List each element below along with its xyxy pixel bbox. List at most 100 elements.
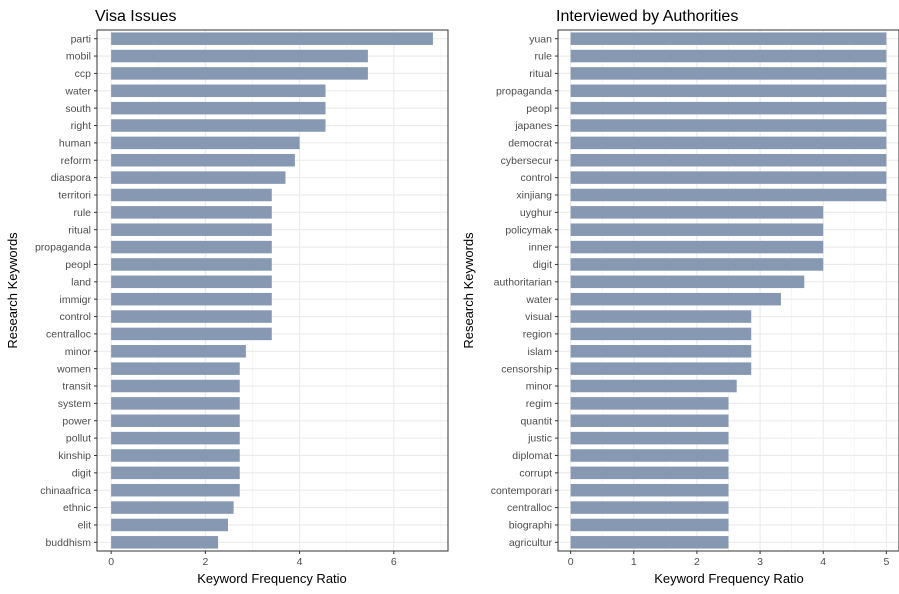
y-tick-label-ethnic: ethnic xyxy=(63,502,91,514)
bar-democrat xyxy=(570,136,887,150)
bar-agricultur xyxy=(570,536,729,549)
bar-regim xyxy=(570,397,729,410)
y-tick-label-digit: digit xyxy=(72,467,91,479)
bar-censorship xyxy=(570,362,752,375)
bar-immigr xyxy=(111,292,272,306)
y-tick-label-democrat: democrat xyxy=(508,137,552,149)
y-tick-label-xinjiang: xinjiang xyxy=(516,190,552,202)
bar-chinaafrica xyxy=(111,483,240,497)
y-tick-label-chinaafrica: chinaafrica xyxy=(40,485,91,497)
x-tick-label: 4 xyxy=(820,556,826,568)
bar-water xyxy=(570,292,781,306)
y-tick-label-contemporari: contemporari xyxy=(491,485,552,497)
y-tick-label-authoritarian: authoritarian xyxy=(494,276,553,288)
x-tick-label: 4 xyxy=(297,556,303,568)
bar-xinjiang xyxy=(570,188,887,202)
bar-propaganda xyxy=(111,240,272,254)
x-tick-label: 0 xyxy=(108,556,114,568)
bar-authoritarian xyxy=(570,275,805,289)
y-tick-label-japanes: japanes xyxy=(514,120,552,132)
y-tick-label-water: water xyxy=(64,85,91,97)
bar-control xyxy=(570,171,887,184)
bar-land xyxy=(111,275,272,289)
x-axis-title: Keyword Frequency Ratio xyxy=(654,571,804,586)
y-tick-label-kinship: kinship xyxy=(58,450,91,462)
y-tick-label-inner: inner xyxy=(529,242,553,254)
y-tick-label-region: region xyxy=(523,329,552,341)
y-tick-label-pollut: pollut xyxy=(66,433,91,445)
y-tick-label-ritual: ritual xyxy=(68,224,91,236)
bar-buddhism xyxy=(111,536,219,549)
bar-system xyxy=(111,397,240,410)
y-tick-label-islam: islam xyxy=(527,346,552,358)
y-tick-label-quantit: quantit xyxy=(520,415,552,427)
bar-diaspora xyxy=(111,171,286,184)
bar-control xyxy=(111,310,272,323)
bar-uyghur xyxy=(570,206,824,219)
bar-contemporari xyxy=(570,483,729,497)
bar-cybersecur xyxy=(570,153,887,167)
x-axis-title: Keyword Frequency Ratio xyxy=(197,571,347,586)
x-tick-label: 1 xyxy=(631,556,637,568)
y-tick-label-control: control xyxy=(59,311,91,323)
y-tick-label-rule: rule xyxy=(73,207,91,219)
visa-issues-panel: parti mobil ccp water south right human reform d… xyxy=(5,8,449,586)
y-tick-label-uyghur: uyghur xyxy=(520,207,553,219)
bar-south xyxy=(111,101,326,115)
bar-rule xyxy=(111,206,272,219)
bar-quantit xyxy=(570,414,729,428)
bar-visual xyxy=(570,310,752,323)
bar-human xyxy=(111,136,300,150)
bar-transit xyxy=(111,379,240,393)
bar-policymak xyxy=(570,223,824,236)
y-tick-label-reform: reform xyxy=(61,155,92,167)
bar-mobil xyxy=(111,49,368,63)
chart-title: Visa Issues xyxy=(95,8,177,25)
y-tick-label-transit: transit xyxy=(62,381,91,393)
y-tick-label-right: right xyxy=(71,120,92,132)
y-tick-label-censorship: censorship xyxy=(501,363,552,375)
bar-diplomat xyxy=(570,449,729,462)
y-tick-label-south: south xyxy=(65,103,91,115)
bar-territori xyxy=(111,188,272,202)
bar-japanes xyxy=(570,119,887,132)
bar-propaganda xyxy=(570,84,887,98)
bar-ritual xyxy=(570,67,887,80)
y-tick-label-corrupt: corrupt xyxy=(519,467,552,479)
y-tick-label-women: women xyxy=(56,363,91,375)
plot-border xyxy=(557,29,899,552)
y-tick-label-land: land xyxy=(71,276,91,288)
bar-women xyxy=(111,362,240,375)
y-tick-label-cybersecur: cybersecur xyxy=(501,155,553,167)
y-tick-label-centralloc: centralloc xyxy=(507,502,552,514)
y-tick-label-yuan: yuan xyxy=(529,33,552,45)
bar-region xyxy=(570,327,752,341)
bar-centralloc xyxy=(570,501,729,514)
plot-background xyxy=(97,30,448,551)
x-tick-label: 6 xyxy=(391,556,397,568)
bar-pollut xyxy=(111,431,240,445)
y-tick-label-control: control xyxy=(520,172,552,184)
y-tick-label-buddhism: buddhism xyxy=(45,537,91,549)
x-tick-label: 3 xyxy=(757,556,763,568)
y-tick-label-diaspora: diaspora xyxy=(51,172,91,184)
bar-minor xyxy=(111,345,246,358)
y-tick-label-digit: digit xyxy=(533,259,552,271)
y-tick-label-peopl: peopl xyxy=(526,103,552,115)
bar-right xyxy=(111,119,326,132)
bar-ethnic xyxy=(111,501,234,514)
y-tick-label-biographi: biographi xyxy=(509,520,552,532)
bar-elit xyxy=(111,518,228,532)
y-tick-label-propaganda: propaganda xyxy=(496,85,552,97)
y-tick-label-regim: regim xyxy=(526,398,553,410)
bar-inner xyxy=(570,240,824,254)
bar-centralloc xyxy=(111,327,272,341)
y-tick-label-ccp: ccp xyxy=(75,68,92,80)
bar-digit xyxy=(570,258,824,271)
chart-title: Interviewed by Authorities xyxy=(556,8,738,25)
bar-justic xyxy=(570,431,729,445)
interviewed-by-authorities-panel: yuan rule ritual propaganda peopl japanes demo… xyxy=(461,8,899,586)
y-tick-label-elit: elit xyxy=(78,520,92,532)
y-tick-label-parti: parti xyxy=(71,33,91,45)
